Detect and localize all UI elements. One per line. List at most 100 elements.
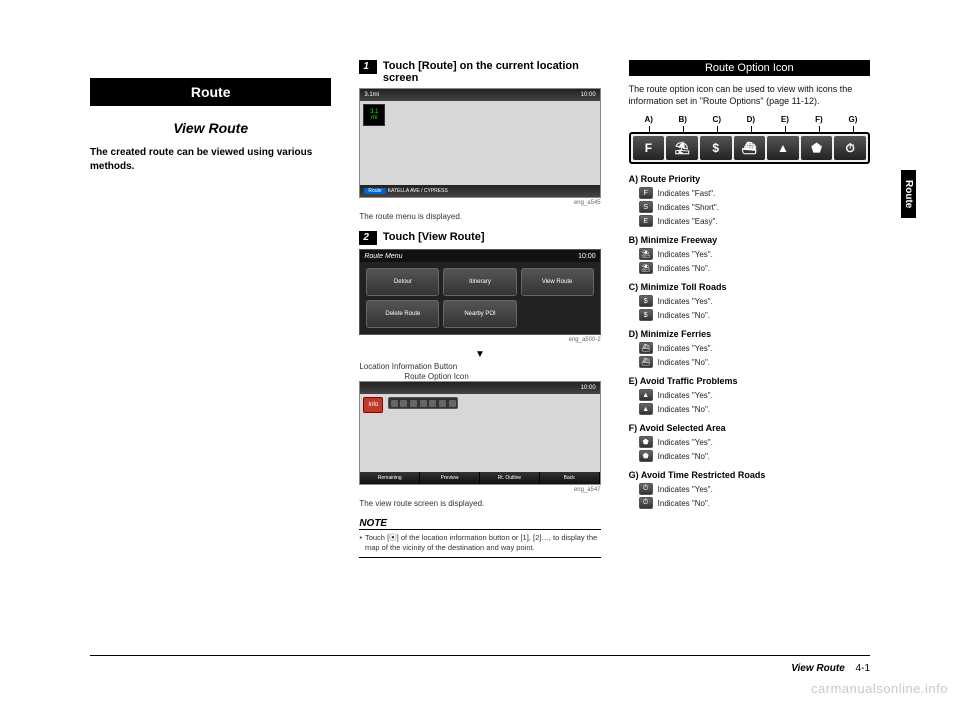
option-text: Indicates "Short". (658, 203, 719, 212)
ss1-route-pill: Route (364, 188, 385, 194)
option-mini-icon: ⛱ (639, 248, 653, 260)
option-mini-icon: ⛴ (639, 356, 653, 368)
option-title: D) Minimize Ferries (629, 329, 870, 339)
option-row: ▲ Indicates "Yes". (629, 389, 870, 401)
option-mini-icon: $ (639, 295, 653, 307)
arrow-down-icon: ▼ (359, 349, 600, 360)
option-mini-icon: ⏱ (639, 483, 653, 495)
step-2: 2 Touch [View Route] (359, 231, 600, 245)
menu-grid: Detour Itinerary View Route Delete Route… (360, 262, 599, 334)
option-text: Indicates "Yes". (658, 391, 713, 400)
menu-btn-delete: Delete Route (366, 300, 439, 328)
label-b: B) (666, 115, 700, 124)
label-d: D) (734, 115, 768, 124)
option-title: A) Route Priority (629, 174, 870, 184)
route-banner: Route (90, 78, 331, 106)
tab-preview: Preview (420, 472, 480, 484)
option-row: ⛴Indicates "No". (629, 356, 870, 368)
menu-screenshot: Route Menu 10:00 Detour Itinerary View R… (359, 249, 600, 335)
page-footer: View Route 4-1 (791, 663, 870, 674)
option-row: ⏱ Indicates "Yes". (629, 483, 870, 495)
ss1-img-id: eng_a545 (359, 200, 600, 206)
route-option-para: The route option icon can be used to vie… (629, 84, 870, 107)
label-f: F) (802, 115, 836, 124)
note-heading: NOTE (359, 518, 600, 530)
option-row: FIndicates "Fast". (629, 187, 870, 199)
menu-img-id: eng_a500-2 (359, 337, 600, 343)
ss3-tabs: Remaining Preview Rt. Outline Back (360, 472, 599, 484)
option-text: Indicates "No". (658, 311, 710, 320)
ss1-topright: 10:00 (581, 92, 596, 98)
bigicon-e: ▲ (767, 136, 799, 160)
menu-btn-nearby: Nearby POI (443, 300, 516, 328)
step-2-num: 2 (359, 231, 377, 245)
option-mini-icon: $ (639, 309, 653, 321)
option-row: ⛱Indicates "No". (629, 262, 870, 274)
option-row: ⏱ Indicates "No". (629, 497, 870, 509)
option-group: E) Avoid Traffic Problems ▲ Indicates "Yes… (629, 376, 870, 415)
bigicon-a: F (633, 136, 665, 160)
ss1-street: KATELLA AVE / CYPRESS (388, 188, 448, 194)
ss1-corner-icon: 3.1 mi (363, 104, 385, 126)
option-mini-icon: ⏱ (639, 497, 653, 509)
step-1-num: 1 (359, 60, 377, 74)
icon-labels-row: A) B) C) D) E) F) G) (629, 115, 870, 124)
option-group: A) Route Priority FIndicates "Fast". S Indi… (629, 174, 870, 227)
ss1-caption: The route menu is displayed. (359, 212, 600, 221)
ss3-img-id: eng_a547 (359, 487, 600, 493)
option-mini-icon: ⬟ (639, 450, 653, 462)
option-row: $ Indicates "No". (629, 309, 870, 321)
option-mini-icon: ⬟ (639, 436, 653, 448)
option-mini-icon: E (639, 215, 653, 227)
annot-loc-info: Location Information Button (359, 362, 600, 372)
option-row: $ Indicates "Yes". (629, 295, 870, 307)
option-title: F) Avoid Selected Area (629, 423, 870, 433)
option-mini-icon: ▲ (639, 403, 653, 415)
annot-route-icon: Route Option Icon (359, 372, 600, 382)
option-row: S Indicates "Short". (629, 201, 870, 213)
option-mini-icon: S (639, 201, 653, 213)
tab-outline: Rt. Outline (480, 472, 540, 484)
option-text: Indicates "No". (658, 499, 710, 508)
column-2: 1 Touch [Route] on the current location … (359, 60, 600, 668)
ss3-caption: The view route screen is displayed. (359, 499, 600, 508)
column-1: Route View Route The created route can b… (90, 60, 331, 668)
option-text: Indicates "Yes". (658, 250, 713, 259)
option-group: B) Minimize Freeway ⛱ Indicates "Yes". ⛱Ind… (629, 235, 870, 274)
option-text: Indicates "Yes". (658, 297, 713, 306)
label-a: A) (632, 115, 666, 124)
page-content: Route View Route The created route can b… (90, 60, 870, 668)
step-2-text: Touch [View Route] (383, 231, 485, 245)
option-title: B) Minimize Freeway (629, 235, 870, 245)
option-mini-icon: ▲ (639, 389, 653, 401)
footer-page: 4-1 (856, 663, 870, 674)
menu-btn-viewroute: View Route (521, 268, 594, 296)
option-row: E Indicates "Easy". (629, 215, 870, 227)
bigicon-f: ⬟ (801, 136, 833, 160)
intro-text: The created route can be viewed using va… (90, 146, 331, 173)
label-g: G) (836, 115, 870, 124)
option-text: Indicates "Yes". (658, 344, 713, 353)
option-text: Indicates "Easy". (658, 217, 718, 226)
view-route-heading: View Route (90, 120, 331, 136)
option-row: ⬟ Indicates "Yes". (629, 436, 870, 448)
label-e: E) (768, 115, 802, 124)
big-icon-bar: F ⛱ $ ⛴ ▲ ⬟ ⏱ (629, 132, 870, 164)
side-tab: Route (901, 170, 916, 218)
option-row: ▲Indicates "No". (629, 403, 870, 415)
option-text: Indicates "Yes". (658, 438, 713, 447)
tab-remaining: Remaining (360, 472, 420, 484)
ss1-topleft: 3.1mi (364, 92, 379, 98)
route-option-icon-strip (388, 397, 458, 409)
footer-rule (90, 655, 870, 656)
option-text: Indicates "Yes". (658, 485, 713, 494)
option-title: E) Avoid Traffic Problems (629, 376, 870, 386)
note-text: Touch [⦿] of the location information bu… (365, 533, 601, 553)
option-row: ⛱ Indicates "Yes". (629, 248, 870, 260)
option-mini-icon: F (639, 187, 653, 199)
menu-btn-detour: Detour (366, 268, 439, 296)
label-c: C) (700, 115, 734, 124)
option-group: G) Avoid Time Restricted Roads⏱Indicates… (629, 470, 870, 509)
option-group: D) Minimize Ferries⛴Indicates "Yes".⛴Ind… (629, 329, 870, 368)
option-row: ⛴Indicates "Yes". (629, 342, 870, 354)
